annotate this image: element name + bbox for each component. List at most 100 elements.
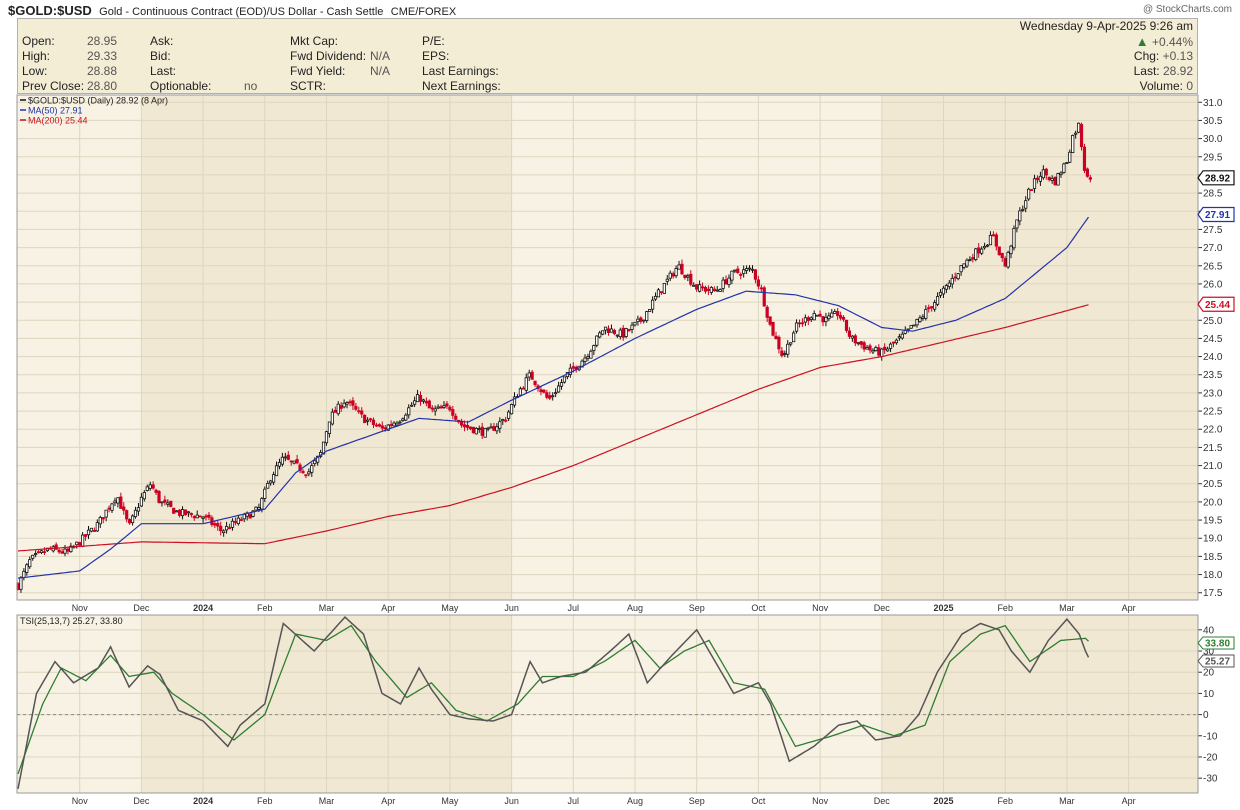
candle-body	[354, 405, 358, 410]
candle-body	[301, 470, 305, 474]
candle-body	[656, 289, 661, 298]
candle-body	[871, 349, 875, 353]
candle-body	[1035, 177, 1040, 181]
candle-body	[421, 399, 426, 402]
candle-body	[944, 285, 948, 290]
candle-body	[583, 357, 587, 362]
candle-body	[413, 400, 417, 405]
candle-body	[985, 244, 990, 247]
candle-body	[345, 402, 349, 405]
candle-body	[709, 287, 713, 293]
candle-body	[307, 471, 311, 475]
candle-body	[1029, 189, 1034, 191]
tsi-month-band	[264, 615, 327, 793]
candle-body	[841, 317, 846, 320]
candle-body	[542, 389, 546, 393]
candle-body	[847, 330, 852, 337]
candle-body	[706, 288, 711, 291]
price-ytick-label: 18.0	[1203, 570, 1223, 581]
candle-body	[1038, 175, 1043, 182]
volume-row: Volume: 0	[1140, 79, 1193, 94]
candle-body	[850, 335, 854, 339]
price-xtick-label: Jul	[568, 603, 580, 613]
candle-body	[818, 313, 822, 317]
price-ytick-label: 17.5	[1203, 588, 1223, 599]
tsi-ytick-label: -30	[1203, 774, 1218, 785]
candle-body	[1059, 172, 1063, 176]
candle-body	[172, 507, 176, 514]
candle-body	[677, 264, 681, 270]
candle-body	[821, 316, 825, 323]
tsi-line	[17, 616, 1090, 789]
price-ytick-label: 23.5	[1203, 370, 1223, 381]
open-label: Open:	[22, 34, 55, 48]
candle-body	[880, 348, 884, 357]
candle-body	[930, 306, 934, 309]
price-ytick-label: 26.0	[1203, 279, 1223, 290]
candle-body	[383, 427, 387, 430]
price-tag: 28.92	[1197, 170, 1235, 186]
candle-body	[571, 366, 575, 369]
price-xtick-label: Apr	[381, 603, 395, 613]
candle-body	[139, 496, 143, 507]
price-month-band	[388, 95, 450, 600]
candle-body	[562, 376, 567, 383]
candle-body	[918, 317, 922, 322]
tsi-tag: 25.27	[1197, 654, 1235, 668]
candle-body	[465, 424, 470, 428]
tsi-month-band	[820, 615, 882, 793]
price-tag-label: 27.91	[1205, 210, 1230, 221]
candle-body	[489, 426, 493, 429]
candle-body	[589, 350, 593, 359]
candle-body	[530, 371, 534, 380]
candle-body	[909, 325, 913, 329]
candle-body	[759, 287, 763, 290]
price-month-band	[17, 95, 80, 600]
candle-body	[827, 315, 831, 320]
price-ytick-label: 24.5	[1203, 334, 1223, 345]
candle-body	[122, 506, 126, 511]
candle-body	[1050, 178, 1054, 181]
candle-body	[650, 299, 655, 310]
legend-entry: MA(50) 27.91	[28, 106, 83, 116]
candle-body	[803, 317, 807, 323]
candle-body	[792, 332, 796, 343]
candle-body	[742, 269, 746, 274]
candle-body	[28, 559, 32, 568]
percent-change: ▲ +0.44%	[1136, 34, 1193, 50]
price-ytick-label: 18.5	[1203, 552, 1223, 563]
ma200-line	[17, 304, 1089, 552]
candle-body	[768, 316, 772, 325]
tsi-xtick-label: 2025	[933, 796, 953, 806]
candle-body	[36, 551, 41, 554]
candle-body	[119, 496, 123, 509]
candle-body	[1074, 132, 1078, 135]
candle-body	[163, 499, 167, 503]
tsi-ytick-label: 20	[1203, 668, 1215, 679]
candle-body	[836, 311, 840, 317]
price-ytick-label: 21.0	[1203, 461, 1223, 472]
candle-body	[1082, 146, 1087, 171]
tsi-month-band	[79, 615, 142, 793]
candle-body	[618, 329, 622, 337]
candle-body	[765, 306, 769, 318]
candle-body	[324, 431, 329, 444]
candle-body	[418, 395, 423, 402]
price-month-band	[326, 95, 389, 600]
tsi-xtick-label: Feb	[257, 796, 273, 806]
candle-body	[615, 334, 619, 337]
candle-body	[809, 317, 813, 320]
tsi-month-band	[1066, 615, 1198, 793]
price-legend: $GOLD:$USD (Daily) 28.92 (8 Apr)MA(50) 2…	[20, 96, 168, 126]
candle-body	[621, 327, 625, 338]
candle-body	[92, 530, 96, 532]
candle-body	[833, 311, 837, 314]
pe-label: P/E:	[422, 34, 445, 48]
candle-body	[883, 346, 887, 351]
candle-body	[888, 343, 893, 349]
candle-body	[198, 515, 202, 518]
candle-body	[786, 343, 790, 355]
price-xtick-label: Feb	[257, 603, 273, 613]
candle-body	[974, 248, 978, 260]
candle-body	[521, 387, 525, 390]
